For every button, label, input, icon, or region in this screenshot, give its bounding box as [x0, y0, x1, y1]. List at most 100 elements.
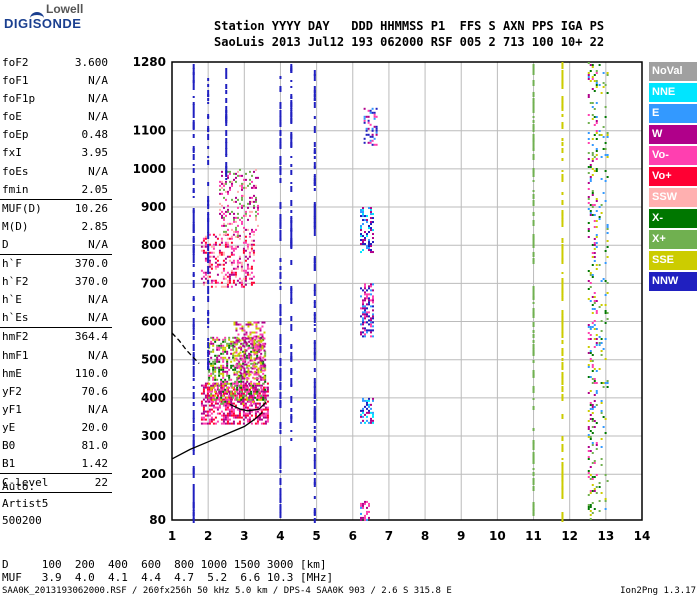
echo-point — [214, 368, 217, 371]
echo-point — [246, 420, 249, 423]
echo-point — [238, 386, 241, 389]
echo-point — [219, 184, 221, 187]
echo-point — [248, 412, 251, 415]
echo-point — [372, 335, 374, 338]
echo-point — [593, 124, 596, 126]
echo-point — [204, 414, 207, 417]
echo-point — [222, 422, 225, 425]
echo-point — [202, 275, 205, 278]
echo-point — [242, 360, 245, 363]
echo-point — [206, 410, 209, 413]
echo-point — [262, 408, 265, 411]
echo-point — [589, 352, 592, 354]
streak-point — [192, 484, 195, 490]
echo-point — [232, 348, 235, 351]
echo-point — [256, 382, 259, 385]
echo-point — [266, 410, 269, 413]
echo-point — [375, 143, 378, 146]
echo-point — [241, 216, 243, 219]
streak-point — [561, 366, 564, 369]
streak-point — [279, 138, 282, 143]
streak-point — [532, 194, 535, 196]
echo-point — [208, 233, 211, 236]
echo-point — [216, 386, 219, 389]
echo-point — [216, 237, 219, 240]
echo-point — [591, 312, 594, 314]
streak-point — [279, 282, 282, 284]
echo-point — [226, 360, 229, 363]
echo-point — [238, 380, 241, 383]
echo-point — [210, 356, 213, 359]
streak-point — [279, 462, 282, 469]
streak-point — [561, 496, 564, 499]
streak-point — [313, 354, 316, 358]
echo-point — [230, 269, 233, 272]
echo-point — [250, 265, 253, 268]
echo-point — [365, 127, 368, 130]
echo-point — [266, 408, 269, 411]
echo-point — [232, 392, 235, 395]
echo-point — [242, 247, 245, 250]
echo-point — [589, 166, 592, 168]
echo-point — [218, 368, 221, 371]
echo-point — [595, 370, 598, 372]
echo-point — [216, 358, 219, 361]
streak-point — [561, 288, 564, 292]
echo-point — [604, 310, 607, 312]
streak-point — [561, 258, 564, 264]
echo-point — [243, 337, 246, 340]
echo-point — [232, 396, 235, 399]
echo-point — [591, 366, 594, 368]
echo-point — [218, 243, 221, 246]
echo-point — [204, 237, 207, 240]
echo-point — [246, 412, 249, 415]
echo-point — [600, 134, 603, 136]
echo-point — [595, 220, 598, 222]
streak-point — [290, 182, 293, 184]
echo-point — [593, 490, 596, 492]
echo-point — [254, 358, 257, 361]
echo-point — [251, 337, 254, 340]
echo-point — [240, 394, 243, 397]
echo-point — [208, 370, 211, 373]
echo-point — [237, 365, 240, 368]
echo-point — [364, 335, 366, 338]
param-value: 81.0 — [81, 438, 109, 452]
echo-point — [232, 422, 235, 425]
echo-point — [591, 512, 594, 514]
echo-point — [242, 406, 245, 409]
echo-point — [226, 374, 229, 377]
echo-point — [228, 336, 231, 339]
echo-point — [230, 410, 233, 413]
echo-point — [241, 186, 243, 189]
echo-point — [206, 414, 209, 417]
streak-point — [532, 486, 535, 491]
echo-point — [242, 388, 245, 391]
echo-point — [235, 343, 238, 346]
echo-point — [218, 388, 221, 391]
echo-point — [366, 303, 368, 306]
echo-point — [216, 402, 219, 405]
echo-point — [591, 364, 594, 366]
echo-point — [250, 384, 253, 387]
echo-point — [587, 72, 590, 74]
streak-point — [207, 156, 210, 158]
streak-point — [207, 84, 210, 87]
echo-point — [238, 277, 241, 280]
echo-point — [226, 396, 229, 399]
echo-point — [206, 390, 209, 393]
echo-point — [230, 384, 233, 387]
echo-point — [220, 237, 223, 240]
echo-point — [258, 394, 261, 397]
echo-point — [232, 354, 235, 357]
echo-point — [239, 234, 241, 237]
echo-point — [220, 271, 223, 274]
param-row-c-level: C-level 22 — [0, 474, 112, 492]
param-name: h`F2 — [2, 275, 29, 289]
echo-point — [604, 498, 607, 500]
echo-point — [264, 398, 267, 401]
echo-point — [224, 336, 227, 339]
echo-point — [216, 255, 219, 258]
echo-point — [602, 382, 605, 384]
echo-point — [238, 392, 241, 395]
